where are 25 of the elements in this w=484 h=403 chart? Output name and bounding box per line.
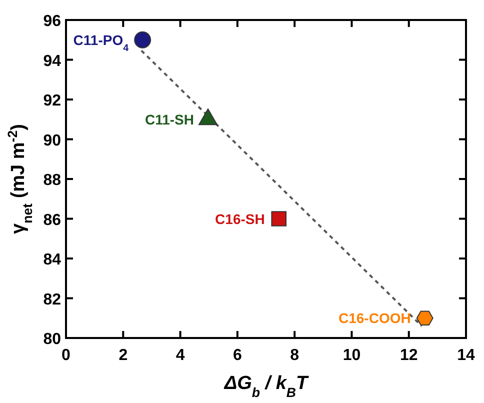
x-tick-label: 12 (400, 347, 418, 364)
y-tick-label: 86 (43, 212, 62, 229)
y-tick-label: 96 (43, 13, 62, 30)
x-tick-label: 10 (342, 347, 361, 364)
series-label: C16-COOH (338, 310, 411, 326)
x-axis-title: ΔG$_{b}$ / k$_{B}$T (223, 373, 310, 400)
series-label: C11-PO$_{4}$ (73, 32, 130, 54)
x-tick-label: 4 (176, 347, 185, 364)
x-tick-label: 6 (232, 347, 242, 364)
y-tick-label: 80 (43, 331, 62, 348)
x-tick-label: 14 (457, 347, 475, 364)
point (134, 31, 152, 48)
y-tick-label: 88 (43, 172, 62, 189)
point (416, 310, 434, 326)
y-tick-label: 84 (43, 252, 62, 268)
series-label: C11-SH (144, 111, 194, 128)
y-tick-label: 90 (43, 132, 62, 150)
y-tick-label: 82 (43, 291, 62, 308)
x-tick-label: 2 (118, 347, 128, 364)
x-tick-label: 0 (62, 347, 71, 364)
series-label: C16-SH (215, 210, 265, 227)
y-tick-label: 92 (43, 92, 62, 110)
x-tick-label: 8 (290, 347, 300, 364)
y-tick-label: 94 (43, 52, 62, 70)
point (271, 211, 287, 226)
